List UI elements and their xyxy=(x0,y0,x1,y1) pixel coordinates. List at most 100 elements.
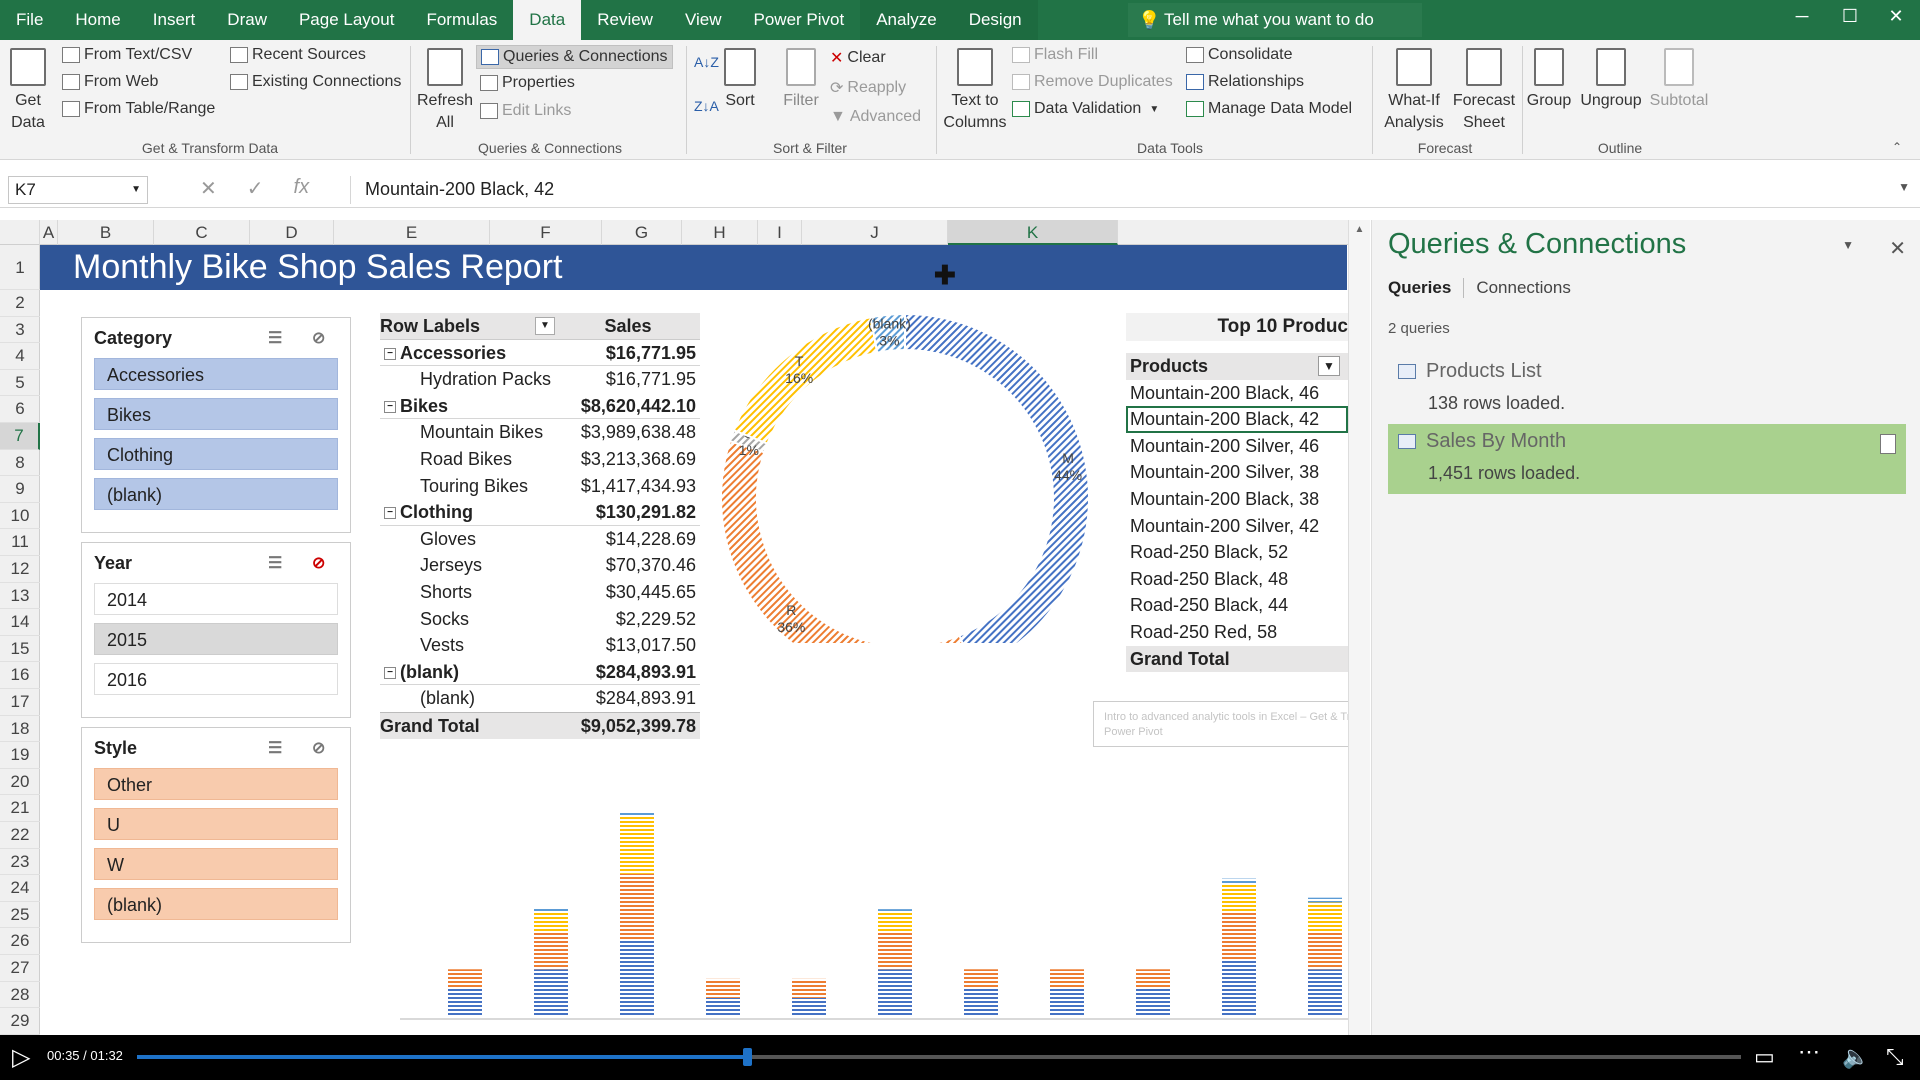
captions-icon[interactable]: ▭ xyxy=(1754,1044,1775,1069)
row-header-22[interactable]: 22 xyxy=(0,822,40,849)
row-header-27[interactable]: 27 xyxy=(0,955,40,982)
pivot-row[interactable]: Vests $13,017.50 xyxy=(380,632,700,659)
row-header-4[interactable]: 4 xyxy=(0,343,40,370)
row-header-18[interactable]: 18 xyxy=(0,716,40,743)
slicer-item[interactable]: W xyxy=(94,848,338,880)
pivot-row[interactable]: Socks $2,229.52 xyxy=(380,606,700,633)
bar-segment[interactable] xyxy=(1308,931,1342,970)
bar-segment[interactable] xyxy=(620,940,654,1017)
tab-power-pivot[interactable]: Power Pivot xyxy=(753,10,845,29)
row-header-2[interactable]: 2 xyxy=(0,290,40,317)
pivot-row[interactable]: Shorts $30,445.65 xyxy=(380,579,700,606)
remove-duplicates-button[interactable]: Remove Duplicates xyxy=(1012,73,1173,91)
queries-connections-button[interactable]: Queries & Connections xyxy=(476,45,673,69)
vertical-scrollbar[interactable]: ▲ xyxy=(1348,220,1370,1035)
restore-icon[interactable]: ☐ xyxy=(1841,6,1859,26)
forecast-sheet-button[interactable]: Forecast Sheet xyxy=(1452,48,1516,134)
row-header-19[interactable]: 19 xyxy=(0,742,40,769)
slicer-item[interactable]: Other xyxy=(94,768,338,800)
clear-button[interactable]: ✕ Clear xyxy=(830,49,886,67)
row-header-25[interactable]: 25 xyxy=(0,902,40,929)
pivot-row[interactable]: Jerseys $70,370.46 xyxy=(380,552,700,579)
bar-segment[interactable] xyxy=(1136,988,1170,1017)
tab-data[interactable]: Data xyxy=(513,0,582,40)
ungroup-button[interactable]: Ungroup xyxy=(1576,48,1646,112)
slicer-item[interactable]: 2014 xyxy=(94,583,338,615)
pivot-row[interactable]: (blank) $284,893.91 xyxy=(380,685,700,712)
collapse-ribbon-icon[interactable]: ⌃ xyxy=(1892,140,1903,154)
video-progress-track[interactable] xyxy=(137,1048,1741,1066)
donut-slice-R[interactable] xyxy=(720,439,973,643)
what-if-button[interactable]: What-If Analysis xyxy=(1376,48,1452,134)
select-all-corner[interactable] xyxy=(0,220,40,245)
tab-home[interactable]: Home xyxy=(75,10,121,29)
bar-segment[interactable] xyxy=(1222,912,1256,960)
tab-review[interactable]: Review xyxy=(597,10,653,29)
bar-segment[interactable] xyxy=(534,969,568,1017)
row-header-3[interactable]: 3 xyxy=(0,317,40,344)
column-header-c[interactable]: C xyxy=(154,220,250,245)
pivot-row[interactable]: Mountain Bikes $3,989,638.48 xyxy=(380,419,700,446)
bar-segment[interactable] xyxy=(792,997,826,1017)
query-action-icon[interactable] xyxy=(1880,434,1896,454)
from-text-button[interactable]: From Text/CSV xyxy=(62,46,192,64)
clear-filter-icon[interactable]: ⊘ xyxy=(312,555,326,572)
slicer-item[interactable]: Accessories xyxy=(94,358,338,390)
row-header-9[interactable]: 9 xyxy=(0,476,40,503)
text-to-columns-button[interactable]: Text to Columns xyxy=(940,48,1010,134)
row-header-10[interactable]: 10 xyxy=(0,503,40,530)
row-header-12[interactable]: 12 xyxy=(0,556,40,583)
multi-select-icon[interactable]: ☰ xyxy=(268,330,283,347)
pivot-row[interactable]: − Clothing $130,291.82 xyxy=(380,499,700,526)
column-header-f[interactable]: F xyxy=(490,220,602,245)
donut-slice-M[interactable] xyxy=(904,313,1090,643)
row-header-11[interactable]: 11 xyxy=(0,529,40,556)
tab-formulas[interactable]: Formulas xyxy=(426,10,498,29)
row-header-13[interactable]: 13 xyxy=(0,583,40,610)
pivot-row[interactable]: − Accessories $16,771.95 xyxy=(380,340,700,367)
row-header-16[interactable]: 16 xyxy=(0,662,40,689)
video-progress-knob[interactable] xyxy=(742,1048,752,1066)
row-header-21[interactable]: 21 xyxy=(0,795,40,822)
query-item[interactable]: Sales By Month 1,451 rows loaded. xyxy=(1388,424,1906,494)
bar-segment[interactable] xyxy=(964,988,998,1017)
recent-sources-button[interactable]: Recent Sources xyxy=(230,46,366,64)
bar-segment[interactable] xyxy=(706,997,740,1017)
row-header-14[interactable]: 14 xyxy=(0,609,40,636)
bar-segment[interactable] xyxy=(878,969,912,1017)
data-validation-button[interactable]: Data Validation ▼ xyxy=(1012,100,1159,118)
bar-segment[interactable] xyxy=(448,969,482,989)
top10-row[interactable]: Mountain-200 Silver, 46 xyxy=(1130,435,1320,456)
row-header-26[interactable]: 26 xyxy=(0,928,40,955)
bar-segment[interactable] xyxy=(1308,897,1342,903)
advanced-button[interactable]: ▼ Advanced xyxy=(830,108,922,125)
top10-row[interactable]: Road-250 Black, 52 xyxy=(1130,542,1289,563)
name-box[interactable]: K7 ▼ xyxy=(8,176,148,204)
row-header-1[interactable]: 1 xyxy=(0,245,40,290)
properties-button[interactable]: Properties xyxy=(480,74,575,92)
collapse-icon[interactable]: − xyxy=(384,507,396,520)
more-icon[interactable]: ⋯ xyxy=(1798,1039,1820,1064)
slicer-item[interactable]: Clothing xyxy=(94,438,338,470)
bar-segment[interactable] xyxy=(448,988,482,1017)
slicer-item[interactable]: 2016 xyxy=(94,663,338,695)
bar-segment[interactable] xyxy=(620,816,654,874)
column-header-g[interactable]: G xyxy=(602,220,682,245)
top10-row[interactable]: Road-250 Red, 58 xyxy=(1130,621,1278,642)
reapply-button[interactable]: ⟳ Reapply xyxy=(830,79,907,97)
collapse-icon[interactable]: − xyxy=(384,347,396,360)
from-table-button[interactable]: From Table/Range xyxy=(62,100,215,118)
row-header-23[interactable]: 23 xyxy=(0,849,40,876)
row-header-17[interactable]: 17 xyxy=(0,689,40,716)
tab-queries[interactable]: Queries xyxy=(1388,278,1452,297)
bar-segment[interactable] xyxy=(534,907,568,912)
row-header-24[interactable]: 24 xyxy=(0,875,40,902)
cancel-icon[interactable]: ✕ xyxy=(200,178,217,200)
collapse-icon[interactable]: − xyxy=(384,401,396,414)
top10-row[interactable]: Mountain-200 Black, 46 xyxy=(1130,382,1320,403)
formula-input[interactable]: Mountain-200 Black, 42 xyxy=(350,176,1910,204)
close-window-icon[interactable]: ✕ xyxy=(1888,6,1904,26)
top10-table[interactable]: Top 10 Produc Products ▼ Mountain-200 Bla… xyxy=(1126,313,1348,673)
multi-select-icon[interactable]: ☰ xyxy=(268,555,283,572)
column-header-e[interactable]: E xyxy=(334,220,490,245)
